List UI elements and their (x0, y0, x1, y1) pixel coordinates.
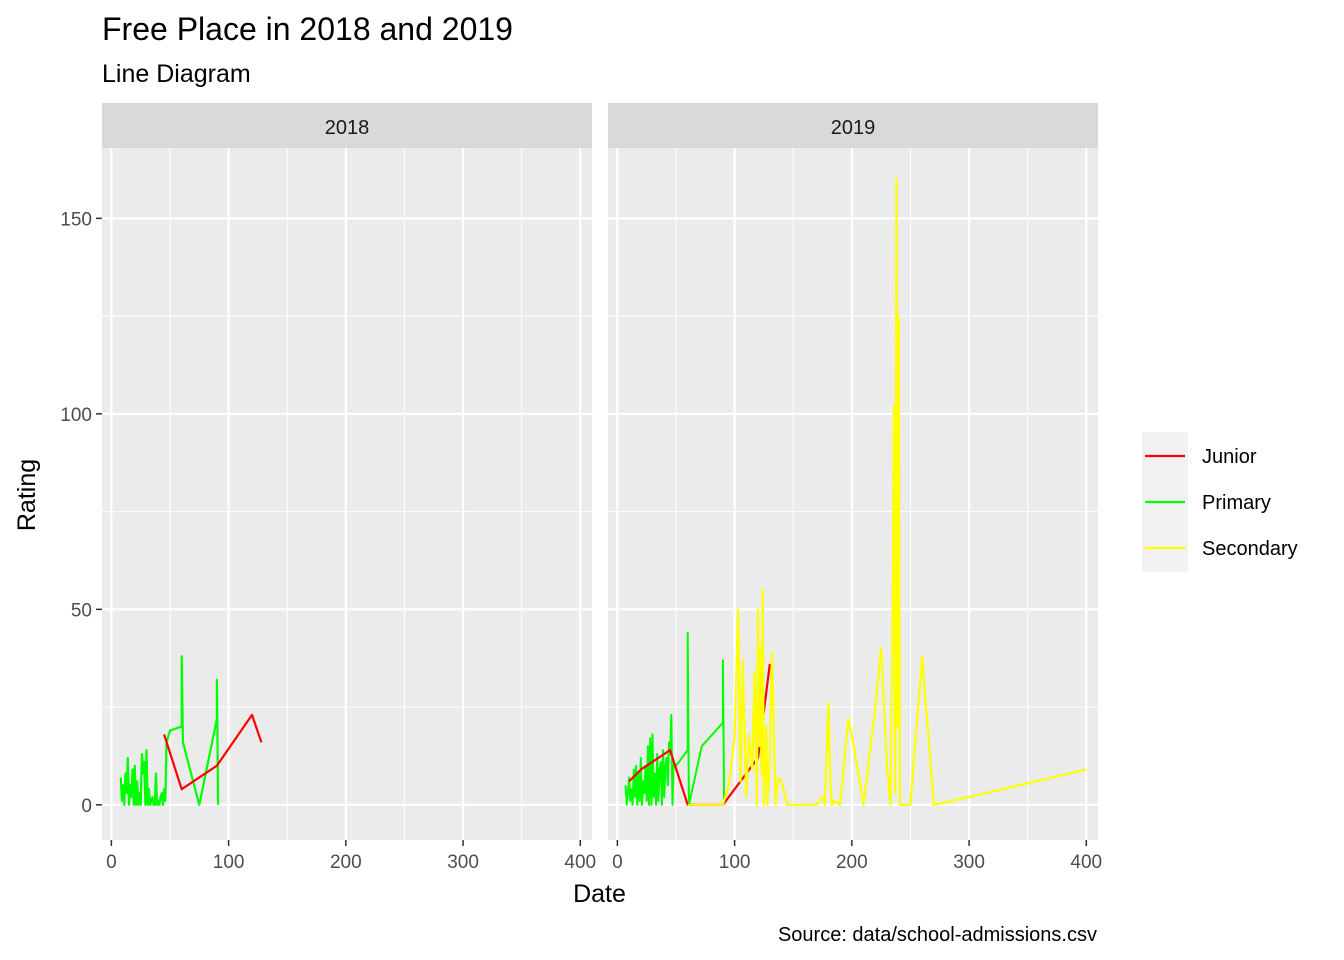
x-tick-label: 400 (564, 852, 596, 873)
facet-panel-2019: 2019 0 100 200 300 400 (608, 103, 1102, 873)
x-tick-label: 400 (1070, 852, 1102, 873)
facet-panels: 2018 0 100 200 300 400 0 50 100 150 2019 0 100 200 300… (60, 103, 1102, 873)
y-tick-label: 150 (60, 209, 92, 230)
panel-background (608, 148, 1098, 840)
facet-panel-2018: 2018 0 100 200 300 400 0 50 100 150 (60, 103, 596, 873)
chart-caption: Source: data/school-admissions.csv (778, 924, 1097, 946)
panel-background (102, 148, 592, 840)
x-tick-label: 100 (213, 852, 245, 873)
legend: Junior Primary Secondary (1142, 432, 1298, 572)
x-tick-label: 200 (836, 852, 868, 873)
y-tick-label: 100 (60, 405, 92, 426)
x-tick-label: 300 (953, 852, 985, 873)
y-tick-label: 0 (81, 796, 92, 817)
legend-label-junior: Junior (1202, 446, 1257, 468)
legend-label-secondary: Secondary (1202, 538, 1298, 560)
x-tick-label: 0 (106, 852, 117, 873)
x-tick-label: 100 (719, 852, 751, 873)
chart-subtitle: Line Diagram (102, 60, 251, 88)
y-tick-label: 50 (71, 600, 92, 621)
legend-label-primary: Primary (1202, 492, 1271, 514)
x-axis-title: Date (573, 880, 626, 908)
x-tick-label: 0 (612, 852, 623, 873)
chart-title: Free Place in 2018 and 2019 (102, 11, 513, 47)
x-tick-label: 200 (330, 852, 362, 873)
facet-strip-label: 2018 (325, 117, 370, 139)
series-line-secondary (687, 178, 1087, 806)
x-tick-label: 300 (447, 852, 479, 873)
facet-strip (608, 103, 1098, 148)
y-axis-title: Rating (13, 459, 41, 531)
facet-strip (102, 103, 592, 148)
series-line-junior (163, 713, 263, 791)
facet-strip-label: 2019 (831, 117, 876, 139)
